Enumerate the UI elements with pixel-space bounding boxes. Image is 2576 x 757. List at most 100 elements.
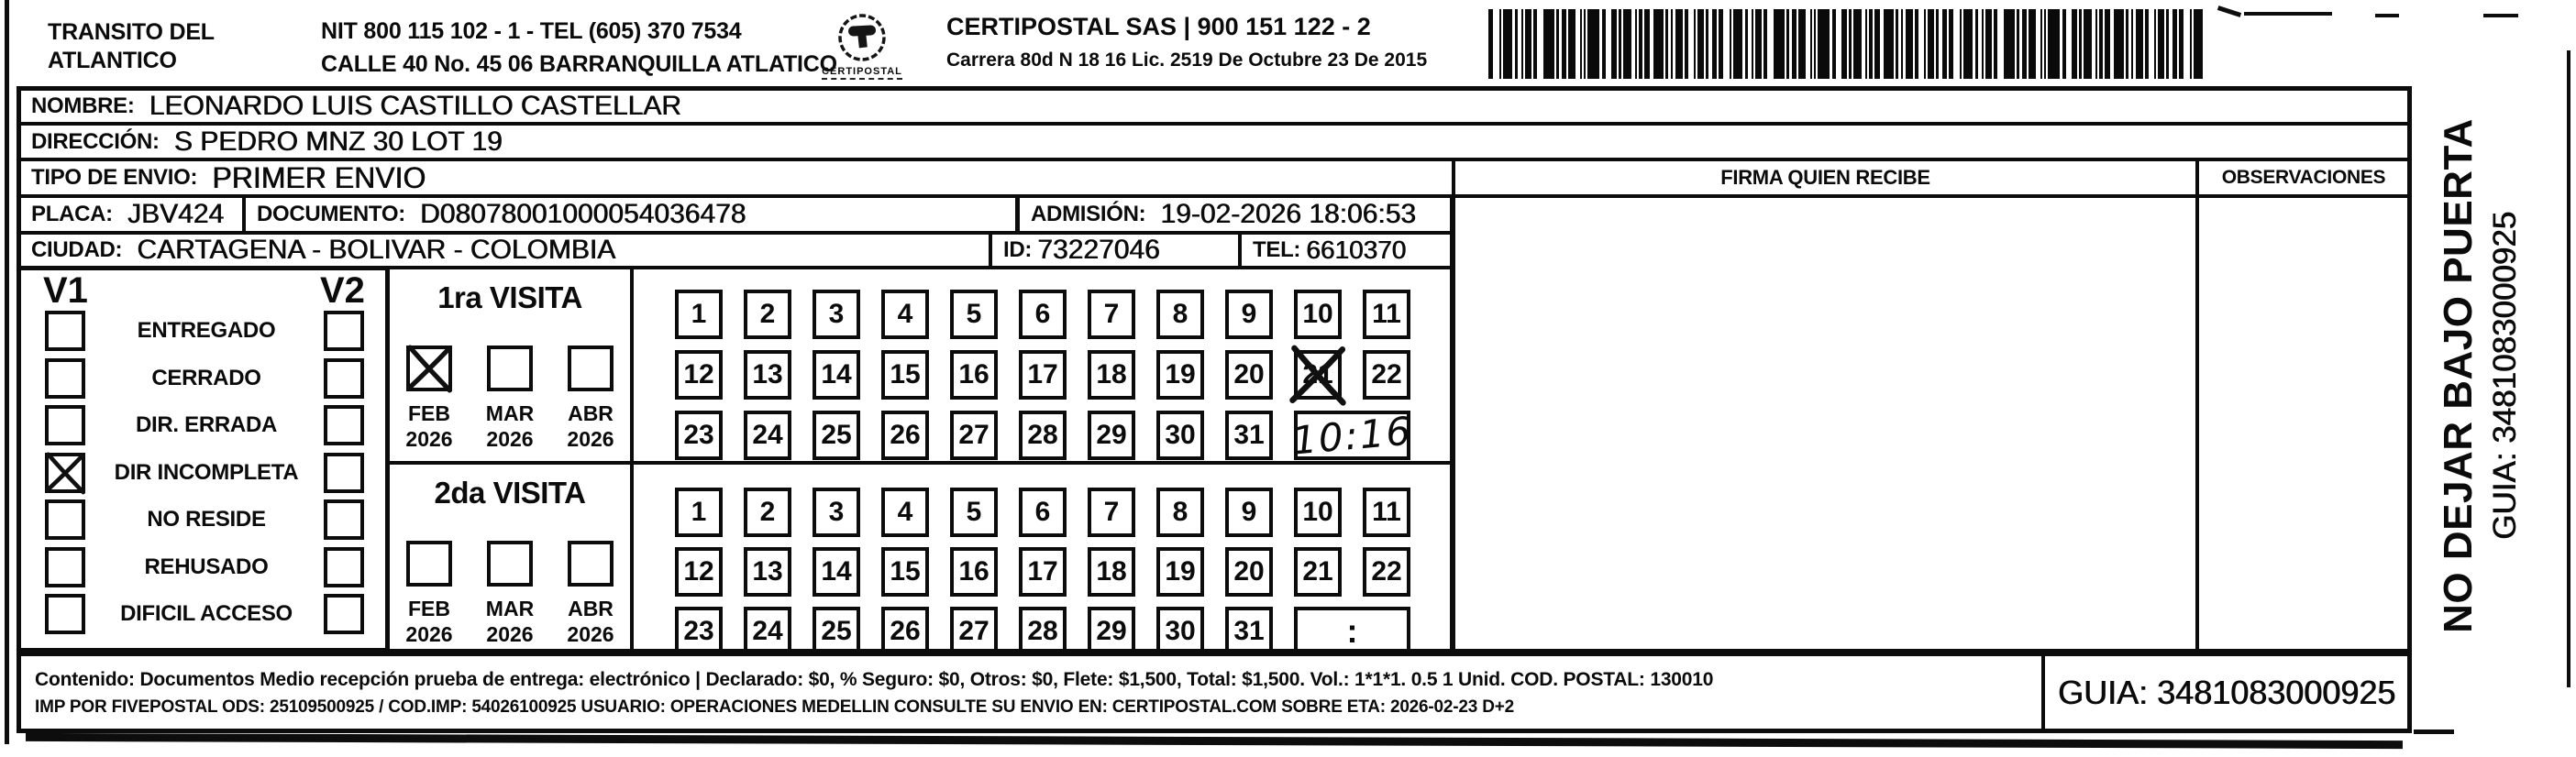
status-label-dificil-acceso: DIFICIL ACCESO [120, 601, 293, 626]
day-cell-visit1-1: 1 [675, 290, 723, 339]
day-cell-visit1-4: 4 [881, 290, 929, 339]
day-cell-visit2-27: 27 [950, 607, 998, 656]
month-checkbox-abr [568, 346, 614, 391]
day-cell-visit1-25: 25 [813, 411, 860, 460]
visit-title: 2da VISITA [434, 476, 586, 510]
visit-panel-0: 1ra VISITA FEB 2026 MAR 2026 ABR 2026 [386, 266, 634, 465]
day-cell-visit2-9: 9 [1225, 488, 1273, 537]
company-block: CERTIPOSTAL SAS | 900 151 122 - 2 Carrer… [946, 13, 1427, 71]
day-cell-visit1-21: 21 [1289, 345, 1346, 406]
day-cell-visit2-10: 10 [1294, 488, 1342, 537]
handwritten-x-mark [44, 451, 86, 494]
day-cell-visit2-22: 22 [1363, 547, 1410, 597]
documento-value: D08078001000054036478 [419, 199, 746, 229]
documento-cell: DOCUMENTO: D08078001000054036478 [242, 194, 1019, 235]
handwritten-x-mark [1289, 345, 1346, 406]
sender-office: TRANSITO DEL ATLANTICO [48, 18, 215, 74]
month-year: 2026 [567, 427, 614, 451]
day-cell-visit2-8: 8 [1156, 488, 1204, 537]
placa-label: PLACA: [31, 202, 113, 226]
firma-body-cell [1452, 194, 2199, 653]
day-cell-visit2-29: 29 [1088, 607, 1135, 656]
day-cell-visit1-13: 13 [744, 350, 791, 400]
tel-cell: TEL: 6610370 [1238, 231, 1454, 269]
day-cell-visit2-4: 4 [881, 488, 929, 537]
status-checkbox-v1-dificil-acceso [45, 594, 85, 634]
ciudad-cell: CIUDAD: CARTAGENA - BOLIVAR - COLOMBIA [17, 231, 992, 269]
footer-line1: Contenido: Documentos Medio recepción pr… [35, 668, 1714, 690]
day-cell-visit2-31: 31 [1225, 607, 1273, 656]
firma-header-label: FIRMA QUIEN RECIBE [1720, 166, 1930, 189]
status-label-no-reside: NO RESIDE [147, 507, 266, 532]
day-cell-visit2-12: 12 [675, 547, 723, 597]
scan-artifact-dash-1 [2244, 12, 2332, 16]
day-cell-visit2-25: 25 [813, 607, 860, 656]
v2-column-header: V2 [320, 270, 365, 311]
day-cell-visit1-5: 5 [950, 290, 998, 339]
handwritten-x-mark [406, 345, 452, 393]
status-checkbox-v2-dir-incompleta [324, 452, 364, 493]
no-dejar-bajo-puerta-warning: NO DEJAR BAJO PUERTA [2436, 118, 2481, 633]
day-cell-visit1-16: 16 [950, 350, 998, 400]
handwritten-time-value: 10:16 [1290, 407, 1414, 464]
day-cell-visit1-10: 10 [1294, 290, 1342, 339]
status-label-dir-errada: DIR. ERRADA [135, 412, 278, 437]
day-cell-visit2-17: 17 [1019, 547, 1067, 597]
month-label: MAR [485, 597, 535, 620]
day-cell-visit2-23: 23 [675, 607, 723, 656]
placa-cell: PLACA: JBV424 [17, 194, 246, 235]
day-cell-visit1-20: 20 [1225, 350, 1273, 400]
month-year: 2026 [567, 622, 614, 646]
month-label: FEB [408, 597, 450, 620]
admision-label: ADMISIÓN: [1031, 202, 1146, 226]
scan-artifact-bottom-smudge [25, 732, 2404, 750]
id-value: 73227046 [1037, 235, 1160, 265]
status-checkbox-v1-rehusado [45, 546, 85, 587]
ciudad-label: CIUDAD: [31, 237, 123, 262]
status-checkbox-v2-rehusado [324, 546, 364, 587]
day-cell-visit1-31: 31 [1225, 411, 1273, 460]
month-item-mar: MAR 2026 [476, 541, 544, 647]
direccion-row: DIRECCIÓN: S PEDRO MNZ 30 LOT 19 [17, 122, 2412, 161]
month-label: MAR [485, 401, 535, 425]
status-checkbox-v1-dir-incompleta [44, 451, 86, 494]
observaciones-body-cell [2195, 194, 2412, 653]
day-cell-visit1-8: 8 [1156, 290, 1204, 339]
status-checkbox-v1-no-reside [45, 499, 85, 540]
certipostal-logo: CERTIPOSTAL [818, 11, 906, 80]
footer-info-cell: Contenido: Documentos Medio recepción pr… [17, 653, 2045, 733]
month-checkbox-feb [406, 541, 452, 587]
month-item-abr: ABR 2026 [557, 541, 625, 647]
day-cell-visit1-3: 3 [813, 290, 860, 339]
day-grid-0: 1 2 3 4 5 6 7 8 9 10 11 12 13 14 15 16 17 18 19 20 21 22 23 24 2… [630, 266, 1454, 465]
month-item-mar: MAR 2026 [476, 346, 544, 452]
admision-value: 19-02-2026 18:06:53 [1160, 199, 1416, 229]
status-label-cerrado: CERRADO [151, 365, 261, 390]
day-cell-visit2-28: 28 [1019, 607, 1067, 656]
guia-value: GUIA: 3481083000925 [2057, 674, 2396, 711]
month-year: 2026 [405, 427, 453, 451]
company-address: Carrera 80d N 18 16 Lic. 2519 De Octubre… [946, 49, 1428, 71]
day-cell-visit1-15: 15 [881, 350, 929, 400]
footer-line2: IMP POR FIVEPOSTAL ODS: 25109500925 / CO… [35, 697, 1514, 717]
status-label-rehusado: REHUSADO [144, 554, 269, 579]
scan-artifact-left-edge [5, 0, 9, 744]
day-cell-visit2-6: 6 [1019, 488, 1067, 537]
day-cell-visit1-22: 22 [1363, 350, 1410, 400]
scan-artifact-dash-4 [2414, 730, 2454, 734]
day-cell-visit1-27: 27 [950, 411, 998, 460]
day-cell-visit1-2: 2 [744, 290, 791, 339]
visit-months: FEB 2026 MAR 2026 ABR 2026 [390, 345, 630, 452]
company-name: CERTIPOSTAL SAS | 900 151 122 - 2 [946, 13, 1371, 40]
day-cell-visit2-3: 3 [813, 488, 860, 537]
visit-panel-1: 2da VISITA FEB 2026 MAR 2026 ABR 2026 [386, 461, 634, 653]
status-checkbox-v1-entregado [45, 311, 85, 351]
certipostal-stamp-icon [838, 14, 886, 61]
nombre-label: NOMBRE: [31, 93, 135, 118]
admision-cell: ADMISIÓN: 19-02-2026 18:06:53 [1016, 194, 1454, 235]
day-cell-visit2-13: 13 [744, 547, 791, 597]
day-cell-visit2-11: 11 [1363, 488, 1410, 537]
day-grid-1: 1 2 3 4 5 6 7 8 9 10 11 12 13 14 15 16 17 18 19 20 21 22 23 24 2… [630, 461, 1454, 656]
month-year: 2026 [486, 427, 534, 451]
